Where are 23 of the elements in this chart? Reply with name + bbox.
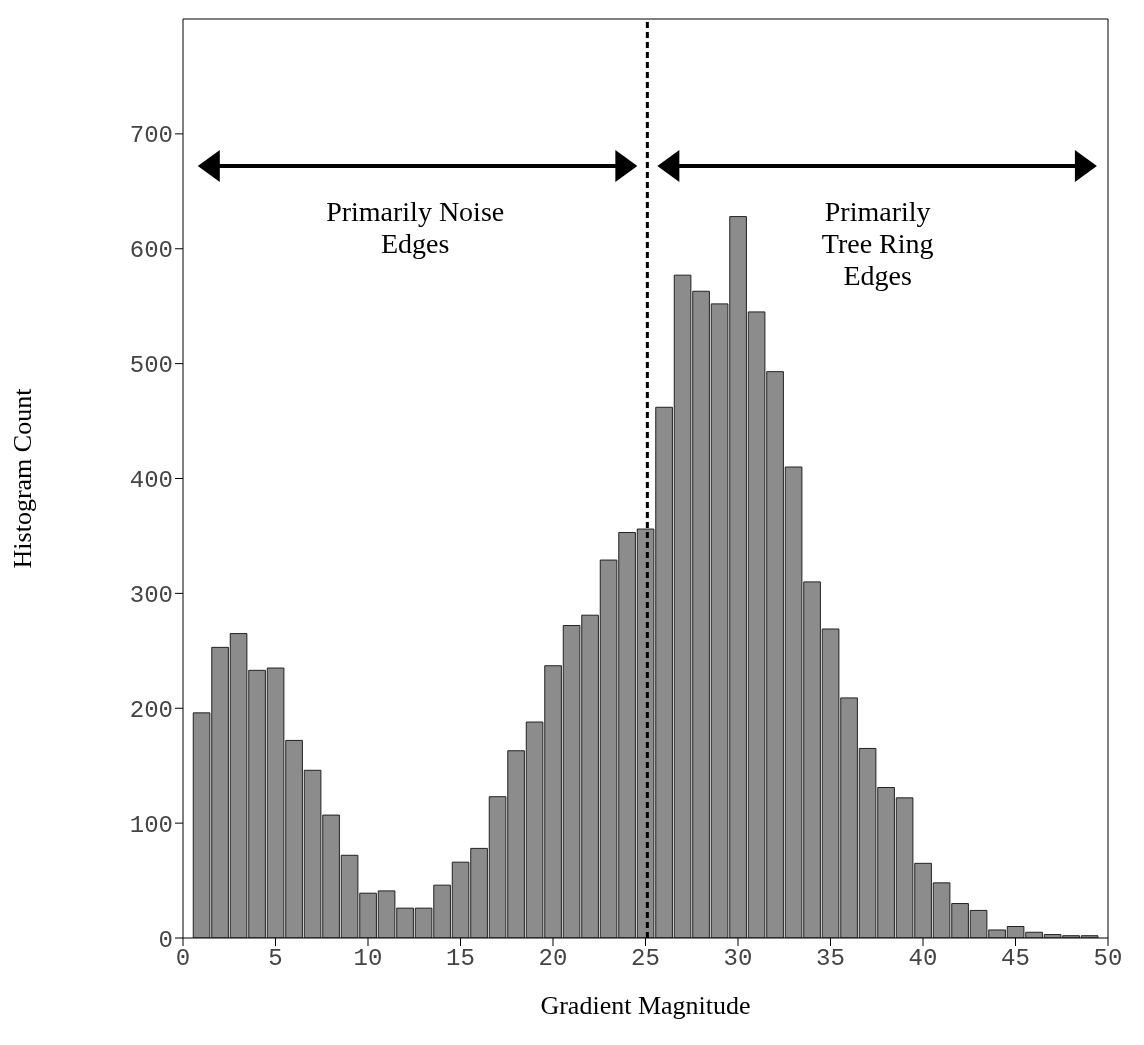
y-tick-label: 400 [129, 467, 173, 495]
y-tick-label: 300 [129, 581, 173, 609]
annotation: Primarily Tree Ring Edges [821, 196, 934, 292]
annotation: Primarily Noise Edges [326, 196, 505, 260]
x-tick-label: 25 [631, 945, 660, 973]
y-tick-label: 200 [129, 696, 173, 724]
y-tick-label: 0 [158, 926, 173, 954]
y-tick-label: 600 [129, 237, 173, 265]
x-tick-label: 10 [353, 945, 383, 973]
x-tick-label: 20 [538, 945, 568, 973]
y-tick-label: 700 [129, 122, 173, 150]
y-tick-label: 100 [129, 811, 173, 839]
x-tick-label: 30 [723, 945, 753, 973]
y-tick-label: 500 [129, 352, 173, 380]
y-axis-title: Histogram Count [8, 387, 38, 569]
x-tick-label: 40 [908, 945, 938, 973]
x-tick-label: 5 [268, 945, 283, 973]
x-tick-label: 45 [1001, 945, 1030, 973]
x-tick-label: 50 [1093, 945, 1123, 973]
x-tick-label: 15 [446, 945, 475, 973]
x-axis-title: Gradient Magnitude [540, 991, 751, 1020]
x-tick-label: 35 [816, 945, 845, 973]
x-tick-label: 0 [175, 945, 191, 973]
